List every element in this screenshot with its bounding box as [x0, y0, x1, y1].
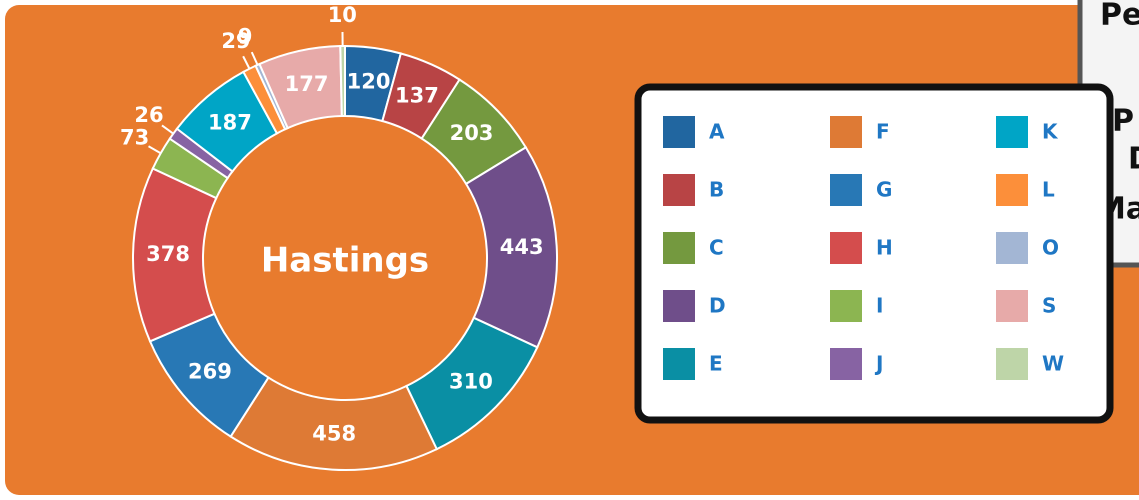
- legend-label: I: [876, 294, 883, 318]
- legend-swatch: [996, 290, 1028, 322]
- legend-swatch: [996, 232, 1028, 264]
- legend-swatch: [830, 232, 862, 264]
- slice-label: 120: [347, 70, 391, 94]
- slice-label: 26: [134, 103, 163, 127]
- slice-label: 9: [238, 25, 253, 49]
- legend-label: A: [709, 120, 725, 144]
- legend-label: O: [1042, 236, 1059, 260]
- slice-label: 187: [208, 110, 252, 134]
- center-label: Hastings: [261, 241, 429, 281]
- slice-label: 310: [449, 369, 493, 393]
- slice-label: 458: [312, 422, 356, 446]
- slice-label: 177: [285, 72, 329, 96]
- page: {"chart_data": {"type": "pie", "donut": …: [0, 0, 1139, 500]
- legend-swatch: [830, 174, 862, 206]
- legend-label: D: [709, 294, 726, 318]
- slice-label: 269: [188, 359, 232, 383]
- slice-label: 73: [120, 125, 149, 149]
- slice-label: 10: [328, 3, 357, 27]
- slice-label: 137: [395, 83, 439, 107]
- legend-swatch: [663, 348, 695, 380]
- legend-label: S: [1042, 294, 1056, 318]
- legend-swatch: [830, 116, 862, 148]
- slice-label: 443: [500, 235, 544, 259]
- legend-swatch: [830, 290, 862, 322]
- legend-swatch: [830, 348, 862, 380]
- sign-text: D: [1128, 142, 1139, 177]
- legend-label: H: [876, 236, 893, 260]
- legend-label: E: [709, 352, 723, 376]
- slice: [340, 46, 345, 116]
- chart: PePDMa 120137203443310458269378732618729…: [0, 0, 1139, 500]
- legend-swatch: [663, 232, 695, 264]
- legend-label: F: [876, 120, 890, 144]
- slice-label: 203: [450, 121, 494, 145]
- legend-label: K: [1042, 120, 1059, 144]
- legend-label: L: [1042, 178, 1055, 202]
- legend-swatch: [996, 174, 1028, 206]
- legend-label: B: [709, 178, 724, 202]
- legend-swatch: [663, 116, 695, 148]
- legend-label: W: [1042, 352, 1064, 376]
- legend-label: J: [874, 352, 883, 376]
- legend-swatch: [663, 174, 695, 206]
- slice-label: 378: [146, 242, 190, 266]
- legend-label: C: [709, 236, 724, 260]
- sign-text: P: [1112, 104, 1134, 139]
- sign-text: Pe: [1100, 0, 1139, 33]
- legend-swatch: [996, 116, 1028, 148]
- legend-swatch: [996, 348, 1028, 380]
- legend-swatch: [663, 290, 695, 322]
- legend-label: G: [876, 178, 892, 202]
